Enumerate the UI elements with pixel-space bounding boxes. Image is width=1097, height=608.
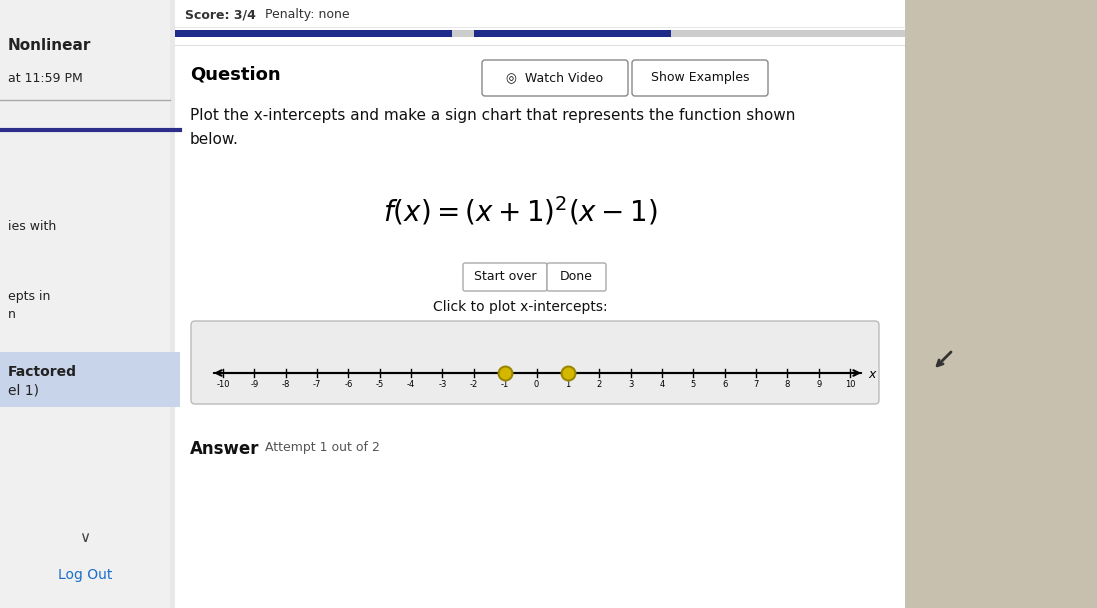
Text: ies with: ies with <box>8 220 56 233</box>
Text: el 1): el 1) <box>8 383 39 397</box>
Text: Answer: Answer <box>190 440 260 458</box>
FancyBboxPatch shape <box>482 60 627 96</box>
Text: $f(x) = (x+1)^2(x-1)$: $f(x) = (x+1)^2(x-1)$ <box>383 195 657 228</box>
Text: Start over: Start over <box>474 271 536 283</box>
Text: -6: -6 <box>344 380 352 389</box>
FancyBboxPatch shape <box>632 60 768 96</box>
Text: below.: below. <box>190 132 239 147</box>
Text: -7: -7 <box>313 380 321 389</box>
Text: Log Out: Log Out <box>58 568 112 582</box>
FancyBboxPatch shape <box>191 321 879 404</box>
Bar <box>176 30 905 37</box>
Text: epts in: epts in <box>8 290 50 303</box>
Text: Done: Done <box>559 271 592 283</box>
Text: 10: 10 <box>845 380 856 389</box>
Text: -1: -1 <box>501 380 509 389</box>
Text: -4: -4 <box>407 380 416 389</box>
Text: -2: -2 <box>470 380 478 389</box>
Bar <box>474 30 671 37</box>
Text: 5: 5 <box>691 380 695 389</box>
Text: 7: 7 <box>754 380 759 389</box>
Text: at 11:59 PM: at 11:59 PM <box>8 72 82 85</box>
Text: 9: 9 <box>816 380 822 389</box>
FancyBboxPatch shape <box>463 263 547 291</box>
Text: 6: 6 <box>722 380 727 389</box>
Text: Show Examples: Show Examples <box>651 72 749 85</box>
Text: -10: -10 <box>216 380 229 389</box>
Text: Penalty: none: Penalty: none <box>265 8 350 21</box>
Bar <box>176 30 452 37</box>
Text: Question: Question <box>190 65 281 83</box>
Text: -3: -3 <box>439 380 446 389</box>
FancyBboxPatch shape <box>547 263 606 291</box>
Text: Nonlinear: Nonlinear <box>8 38 91 53</box>
Text: -9: -9 <box>250 380 259 389</box>
Text: ∨: ∨ <box>79 530 91 545</box>
Text: 3: 3 <box>627 380 633 389</box>
Bar <box>0 352 180 407</box>
Text: Factored: Factored <box>8 365 77 379</box>
Text: -8: -8 <box>282 380 290 389</box>
Text: Plot the x-intercepts and make a sign chart that represents the function shown: Plot the x-intercepts and make a sign ch… <box>190 108 795 123</box>
Bar <box>176 45 905 46</box>
Bar <box>0 0 170 608</box>
Text: ◎  Watch Video: ◎ Watch Video <box>507 72 603 85</box>
Text: n: n <box>8 308 15 321</box>
Bar <box>905 0 1097 608</box>
Text: -5: -5 <box>375 380 384 389</box>
Text: 0: 0 <box>534 380 539 389</box>
Text: 8: 8 <box>784 380 790 389</box>
Text: 4: 4 <box>659 380 665 389</box>
Bar <box>176 0 905 608</box>
Text: Score: 3/4: Score: 3/4 <box>185 8 256 21</box>
Text: Click to plot x-intercepts:: Click to plot x-intercepts: <box>432 300 608 314</box>
Text: 2: 2 <box>597 380 602 389</box>
Text: Attempt 1 out of 2: Attempt 1 out of 2 <box>265 441 380 454</box>
Text: 1: 1 <box>565 380 570 389</box>
Text: x: x <box>868 367 875 381</box>
